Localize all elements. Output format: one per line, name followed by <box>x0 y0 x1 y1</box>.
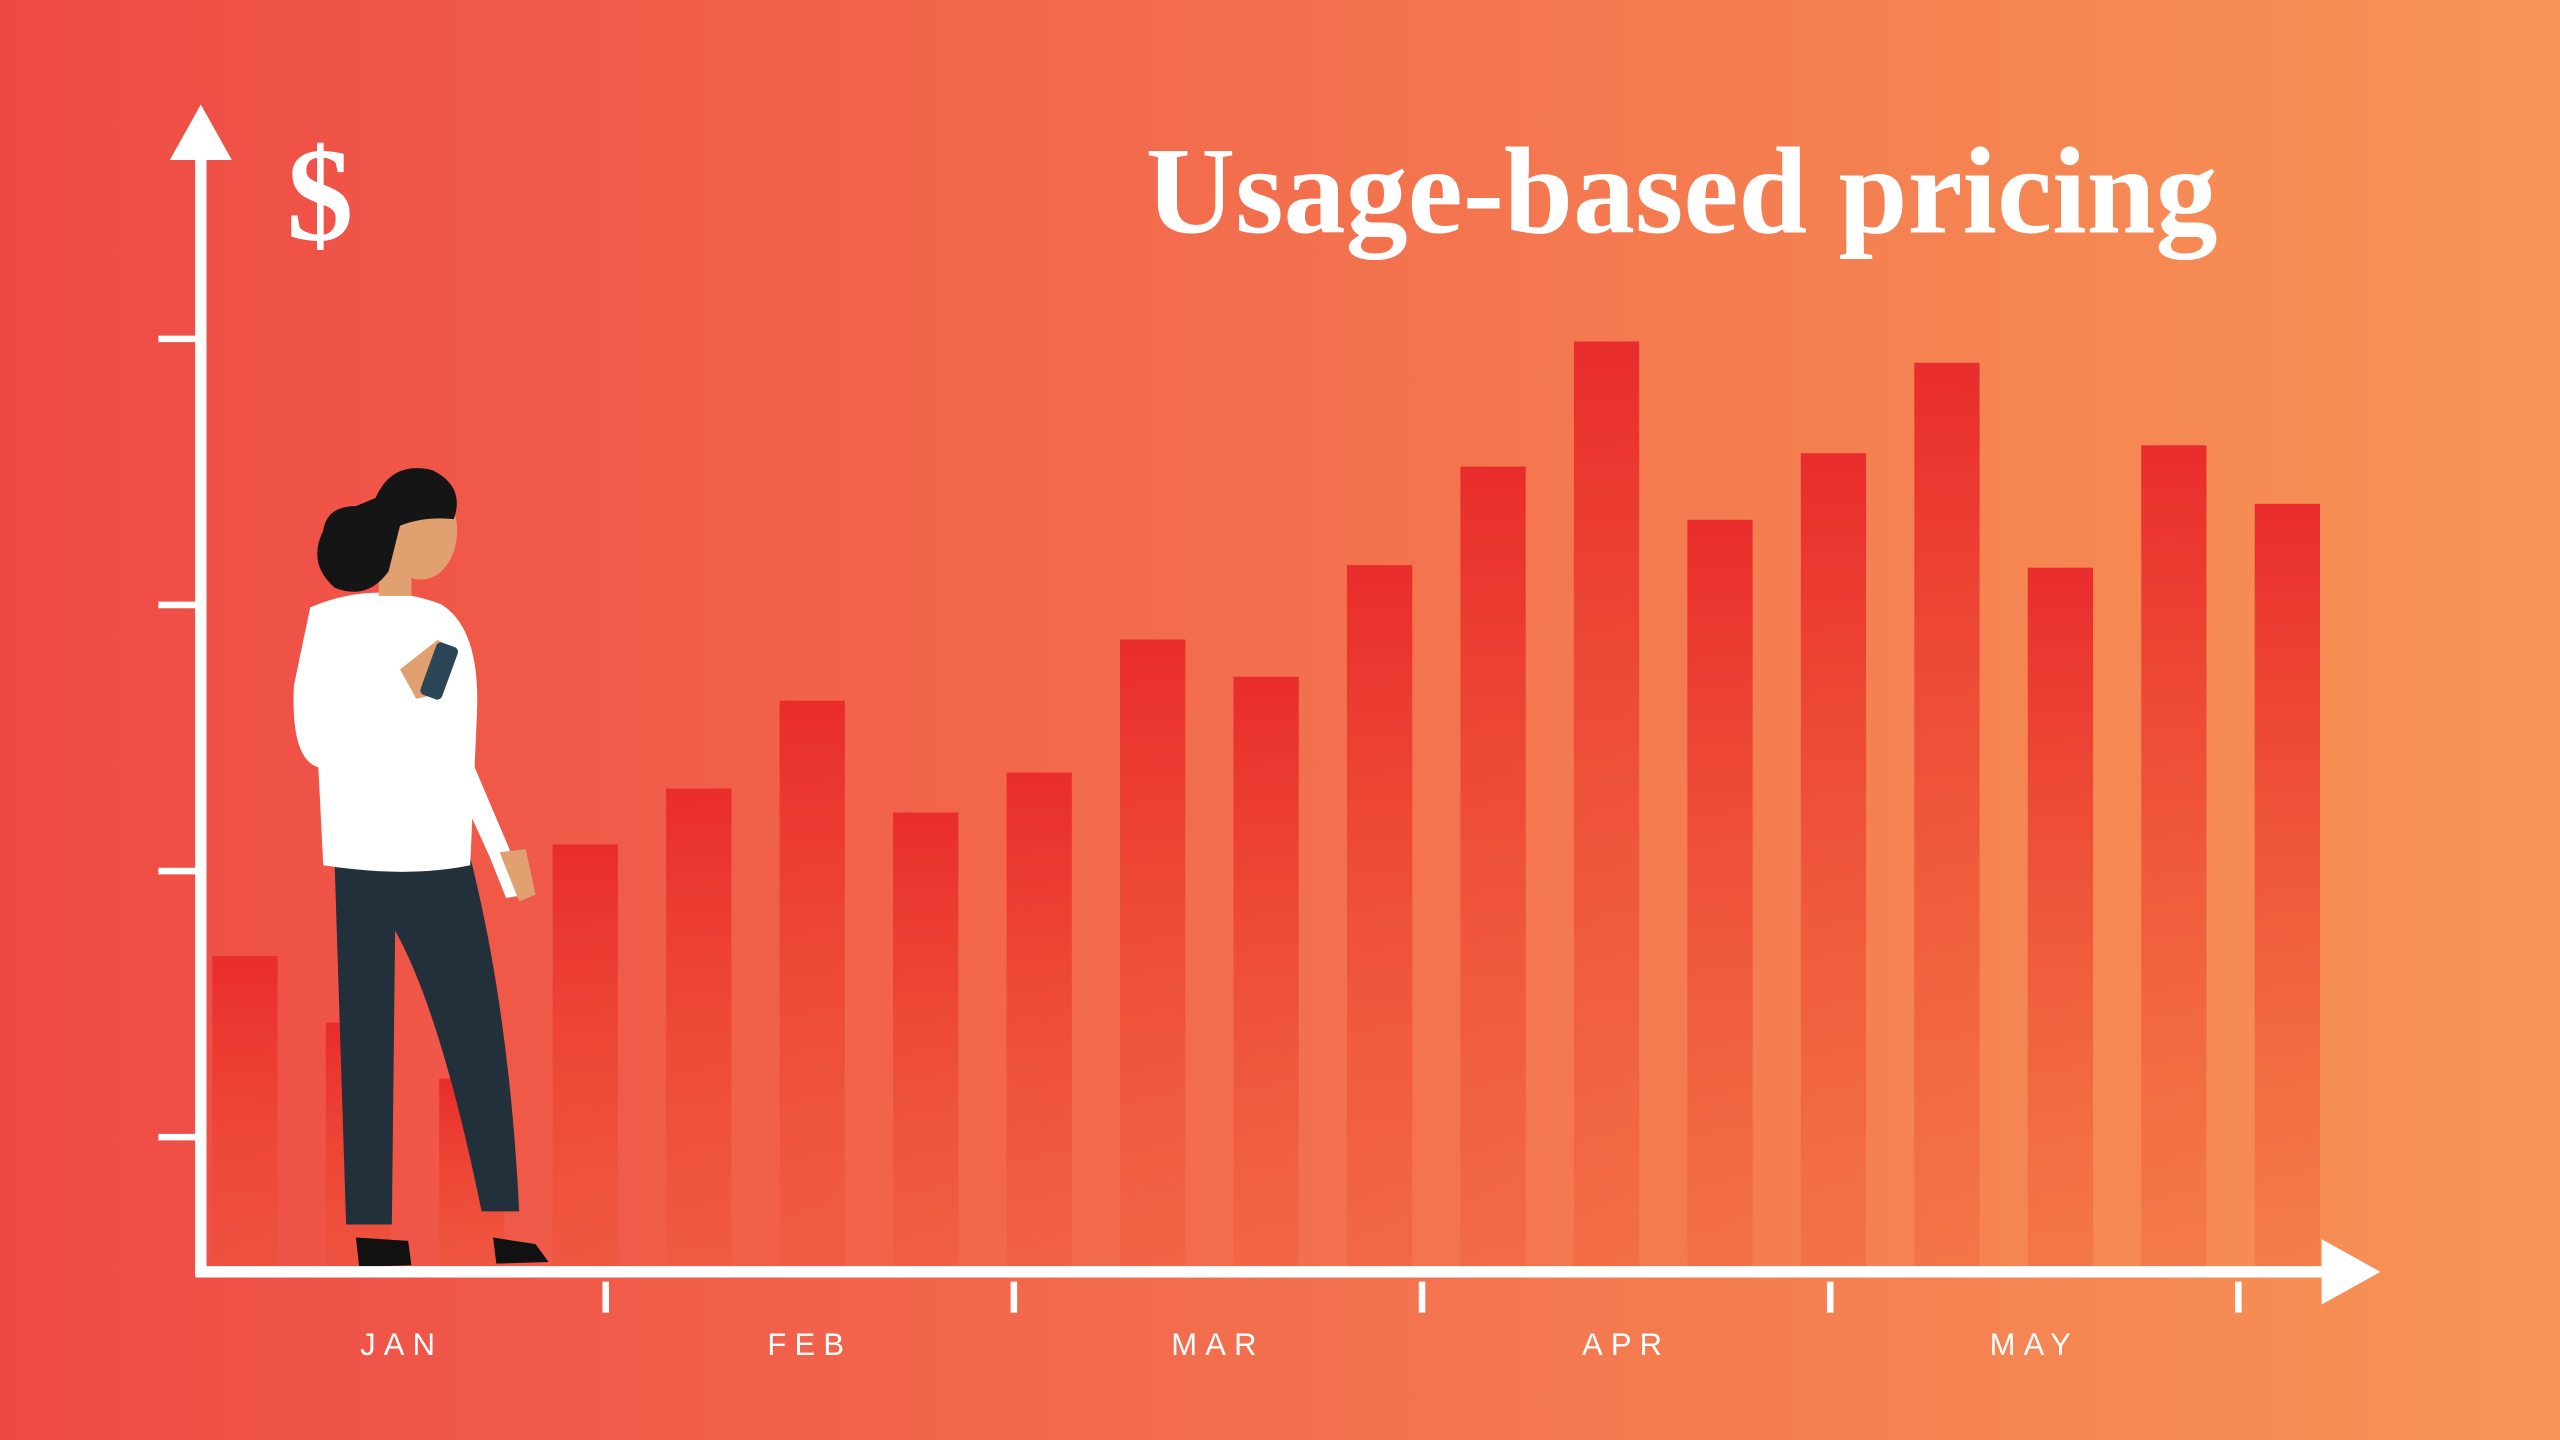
bar <box>2027 567 2094 1271</box>
person-illustration <box>293 468 549 1267</box>
bar <box>1460 466 1526 1271</box>
chart-title: Usage-based pricing <box>1146 122 2218 261</box>
x-group-label: MAY <box>1990 1327 2079 1362</box>
bar <box>1573 341 1640 1271</box>
bar <box>1233 676 1299 1271</box>
bar <box>212 956 278 1271</box>
x-group-label: APR <box>1582 1327 1670 1362</box>
bar <box>666 788 732 1271</box>
x-group-label: FEB <box>767 1327 852 1362</box>
bar <box>1346 565 1413 1271</box>
bar <box>2254 503 2320 1271</box>
bar <box>552 844 618 1271</box>
bar <box>779 700 845 1271</box>
bar <box>2141 445 2207 1271</box>
bar <box>1800 453 1867 1271</box>
bar <box>1914 362 1980 1271</box>
bar <box>1006 772 1072 1271</box>
bar <box>893 812 959 1271</box>
bar <box>1687 519 1753 1271</box>
x-group-label: JAN <box>360 1327 443 1362</box>
x-axis-arrow <box>2321 1239 2381 1305</box>
y-axis-arrow <box>169 104 232 160</box>
bar <box>1120 639 1186 1271</box>
y-axis-label: $ <box>287 121 354 269</box>
x-group-label: MAR <box>1171 1327 1264 1362</box>
